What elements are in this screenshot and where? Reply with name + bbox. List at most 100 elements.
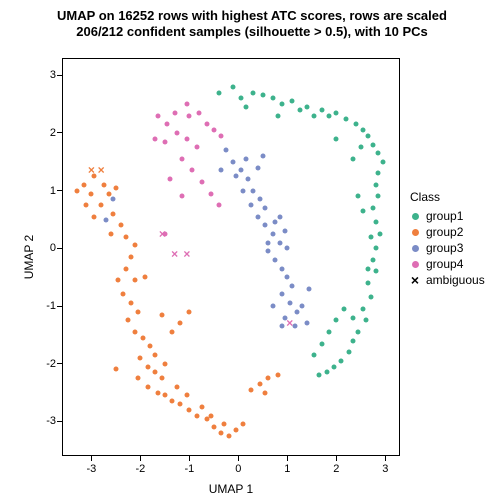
scatter-point: [184, 136, 189, 141]
legend-label: group2: [426, 225, 463, 239]
scatter-point: [371, 205, 376, 210]
scatter-point: [282, 229, 287, 234]
y-tick: [57, 306, 62, 307]
scatter-point: [180, 156, 185, 161]
scatter-point: [251, 90, 256, 95]
scatter-point: [133, 329, 138, 334]
scatter-point: [373, 269, 378, 274]
scatter-point: [373, 246, 378, 251]
scatter-point: [304, 105, 309, 110]
scatter-point: [116, 278, 121, 283]
scatter-point: [260, 154, 265, 159]
scatter-point: [368, 295, 373, 300]
scatter-point: [128, 255, 133, 260]
scatter-point: [326, 113, 331, 118]
scatter-point: [243, 105, 248, 110]
legend-dot-icon: [410, 227, 420, 237]
scatter-point: [341, 306, 346, 311]
scatter-point: [366, 280, 371, 285]
scatter-point: [194, 413, 199, 418]
scatter-point: [265, 376, 270, 381]
scatter-point-ambiguous: ×: [157, 229, 167, 239]
y-tick-label: 0: [46, 242, 56, 254]
scatter-point: [371, 257, 376, 262]
scatter-point: [238, 168, 243, 173]
scatter-point: [91, 214, 96, 219]
scatter-point: [375, 151, 380, 156]
y-tick: [57, 75, 62, 76]
scatter-point: [194, 145, 199, 150]
scatter-point: [307, 286, 312, 291]
x-tick-label: 0: [235, 463, 241, 475]
scatter-point: [155, 113, 160, 118]
scatter-point: [111, 211, 116, 216]
scatter-point-ambiguous: ×: [86, 165, 96, 175]
x-tick-label: -3: [87, 463, 97, 475]
y-tick-label: -3: [40, 415, 56, 427]
scatter-point: [155, 390, 160, 395]
legend-x-icon: ×: [410, 275, 420, 285]
scatter-point: [165, 122, 170, 127]
scatter-point: [175, 130, 180, 135]
scatter-point: [366, 266, 371, 271]
scatter-point: [113, 185, 118, 190]
scatter-point: [189, 168, 194, 173]
legend-dot-icon: [410, 211, 420, 221]
x-tick-label: -1: [184, 463, 194, 475]
scatter-point: [180, 194, 185, 199]
scatter-point: [373, 182, 378, 187]
scatter-point: [135, 309, 140, 314]
scatter-point: [260, 93, 265, 98]
scatter-point: [255, 214, 260, 219]
scatter-point: [74, 188, 79, 193]
x-tick: [287, 456, 288, 461]
scatter-point: [277, 214, 282, 219]
scatter-point: [326, 329, 331, 334]
x-tick-label: -2: [135, 463, 145, 475]
scatter-point: [162, 393, 167, 398]
scatter-point: [106, 191, 111, 196]
scatter-point: [346, 350, 351, 355]
scatter-point: [123, 234, 128, 239]
scatter-point: [265, 249, 270, 254]
y-tick-label: 1: [46, 185, 56, 197]
x-tick: [238, 456, 239, 461]
scatter-point: [273, 257, 278, 262]
scatter-point: [145, 384, 150, 389]
scatter-point: [204, 122, 209, 127]
scatter-point: [82, 182, 87, 187]
scatter-point: [275, 113, 280, 118]
scatter-point: [170, 329, 175, 334]
scatter-point: [233, 428, 238, 433]
scatter-point: [290, 99, 295, 104]
scatter-point: [375, 194, 380, 199]
scatter-point: [351, 338, 356, 343]
scatter-point: [111, 197, 116, 202]
scatter-point: [104, 217, 109, 222]
scatter-point-ambiguous: ×: [170, 249, 180, 259]
scatter-point: [280, 266, 285, 271]
scatter-point: [219, 430, 224, 435]
scatter-point: [277, 240, 282, 245]
scatter-point: [153, 136, 158, 141]
scatter-point: [361, 306, 366, 311]
x-tick: [189, 456, 190, 461]
scatter-point: [356, 329, 361, 334]
scatter-point: [170, 399, 175, 404]
legend-label: group3: [426, 241, 463, 255]
y-axis-label: UMAP 2: [22, 227, 36, 287]
chart-container: UMAP on 16252 rows with highest ATC scor…: [0, 0, 504, 504]
scatter-point: [233, 174, 238, 179]
scatter-point: [133, 278, 138, 283]
scatter-point: [375, 171, 380, 176]
scatter-point: [270, 304, 275, 309]
scatter-point: [153, 370, 158, 375]
scatter-point: [285, 246, 290, 251]
y-tick: [57, 190, 62, 191]
scatter-point: [270, 231, 275, 236]
scatter-point: [312, 113, 317, 118]
scatter-point: [304, 321, 309, 326]
scatter-point: [275, 373, 280, 378]
scatter-point: [356, 194, 361, 199]
title-line-1: UMAP on 16252 rows with highest ATC scor…: [0, 8, 504, 24]
